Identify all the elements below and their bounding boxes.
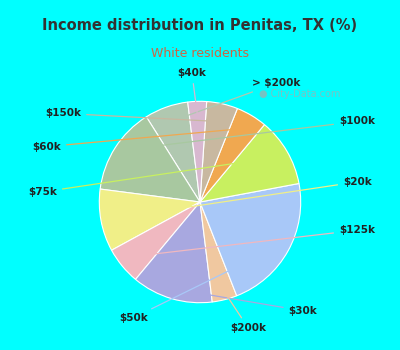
Wedge shape	[99, 189, 200, 250]
Wedge shape	[200, 183, 301, 296]
Text: $150k: $150k	[45, 108, 216, 121]
Text: $200k: $200k	[223, 290, 266, 333]
Text: $100k: $100k	[122, 117, 375, 150]
Wedge shape	[200, 202, 237, 302]
Text: White residents: White residents	[151, 47, 249, 60]
Text: $75k: $75k	[28, 158, 274, 197]
Text: Income distribution in Penitas, TX (%): Income distribution in Penitas, TX (%)	[42, 18, 358, 33]
Text: $50k: $50k	[119, 247, 277, 323]
Text: $60k: $60k	[32, 129, 241, 152]
Wedge shape	[112, 202, 200, 279]
Wedge shape	[100, 117, 200, 202]
Wedge shape	[136, 202, 212, 303]
Wedge shape	[146, 102, 200, 202]
Wedge shape	[200, 108, 264, 202]
Wedge shape	[200, 125, 299, 202]
Wedge shape	[200, 102, 237, 202]
Text: $125k: $125k	[137, 225, 375, 256]
Text: $20k: $20k	[116, 177, 372, 218]
Wedge shape	[188, 101, 207, 202]
Text: ● City-Data.com: ● City-Data.com	[259, 89, 341, 99]
Text: $30k: $30k	[177, 289, 317, 316]
Text: $40k: $40k	[178, 68, 206, 114]
Text: > $200k: > $200k	[174, 78, 301, 120]
